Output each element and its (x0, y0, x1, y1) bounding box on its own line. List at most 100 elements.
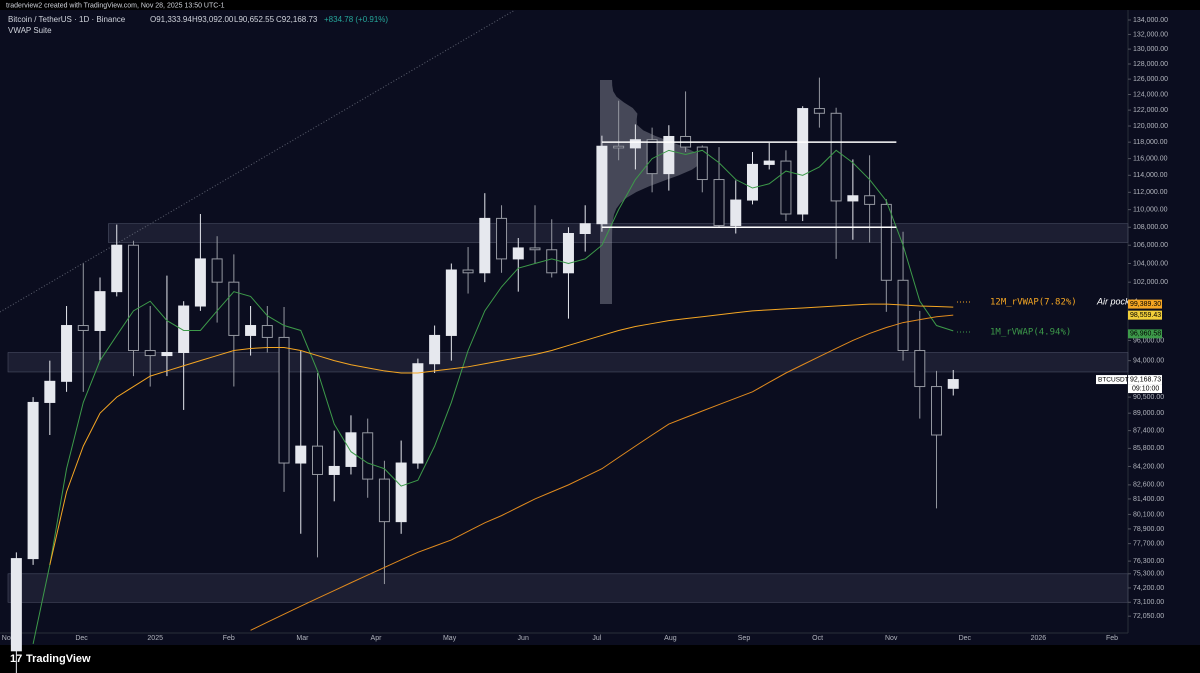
candle-body (161, 352, 173, 357)
x-tick-label: 2025 (147, 635, 163, 642)
candle-body (663, 135, 675, 175)
x-tick-label: Aug (664, 635, 677, 642)
y-tick-label: 85,800.00 (1133, 445, 1164, 452)
top-bar (0, 0, 1200, 10)
price-tag-label: 92,168.73 (1130, 376, 1161, 383)
y-tick-label: 73,100.00 (1133, 599, 1164, 606)
x-tick-label: 2026 (1031, 635, 1047, 642)
candle-body (245, 325, 257, 336)
y-tick-label: 76,300.00 (1133, 558, 1164, 565)
candle-body (295, 445, 307, 464)
candle-body (211, 258, 223, 283)
zone (108, 223, 1129, 243)
symbol: Bitcoin / TetherUS · 1D · Binance (8, 15, 126, 24)
candle-body (579, 223, 591, 235)
candle-body (914, 349, 926, 388)
y-tick-label: 126,000.00 (1133, 76, 1168, 83)
y-tick-label: 84,200.00 (1133, 463, 1164, 470)
candle-body (847, 195, 859, 202)
price-tag-label: 96,960.58 (1130, 331, 1161, 338)
x-tick-label: Nov (2, 635, 15, 642)
candle-body (496, 217, 508, 260)
countdown: 09:10:00 (1132, 385, 1159, 392)
candle-body (261, 325, 273, 338)
y-tick-label: 120,000.00 (1133, 123, 1168, 130)
candle-body (880, 203, 892, 281)
y-tick-label: 96,000.00 (1133, 337, 1164, 344)
ticker-bg (1096, 375, 1127, 385)
vwap-line (250, 314, 954, 631)
indicator: VWAP Suite (8, 26, 52, 35)
zone (7, 573, 1129, 603)
price-tag (1128, 329, 1162, 339)
x-tick-label: May (443, 635, 457, 642)
candle-body (111, 244, 123, 293)
logo: TradingView (26, 653, 91, 665)
trend-line (0, 9, 516, 313)
ohlc-value: +834.78 (+0.91%) (324, 15, 388, 24)
ohlc-value: L90,652.55 (234, 15, 275, 24)
candle-body (730, 199, 742, 226)
candle-body (897, 279, 909, 351)
candle-body (429, 334, 441, 365)
x-tick-label: Jul (592, 635, 601, 642)
candle-body (546, 249, 558, 274)
y-tick-label: 80,100.00 (1133, 511, 1164, 518)
candle-body (830, 112, 842, 202)
candle-body (864, 195, 876, 205)
y-tick-label: 112,000.00 (1133, 189, 1168, 196)
x-tick-label: Feb (223, 635, 235, 642)
y-tick-label: 72,050.00 (1133, 613, 1164, 620)
candle-body (813, 108, 825, 114)
candle-body (61, 325, 73, 382)
y-tick-label: 74,200.00 (1133, 585, 1164, 592)
candle-body (696, 146, 708, 181)
series-label: Air pocket (1096, 296, 1138, 306)
x-tick-label: Sep (738, 635, 751, 642)
y-tick-label: 78,900.00 (1133, 526, 1164, 533)
candle-body (479, 217, 491, 274)
x-tick-label: Dec (75, 635, 88, 642)
candle-body (629, 139, 641, 149)
y-tick-label: 118,000.00 (1133, 139, 1168, 146)
ticker: BTCUSDT (1098, 376, 1129, 383)
x-tick-label: Nov (885, 635, 898, 642)
y-tick-label: 110,000.00 (1133, 206, 1168, 213)
candle-body (94, 291, 106, 331)
candle-body (77, 325, 89, 331)
ohlc-value: H93,092.00 (192, 15, 234, 24)
candle-body (127, 244, 139, 351)
y-tick-label: 122,000.00 (1133, 107, 1168, 114)
candle-body (10, 558, 22, 652)
vwap-line (49, 303, 954, 566)
y-tick-label: 94,000.00 (1133, 358, 1164, 365)
candle-body (328, 465, 340, 475)
y-tick-label: 102,000.00 (1133, 279, 1168, 286)
y-tick-label: 130,000.00 (1133, 46, 1168, 53)
candle-body (596, 145, 608, 225)
y-tick-label: 108,000.00 (1133, 224, 1168, 231)
y-tick-label: 75,300.00 (1133, 571, 1164, 578)
price-tag (1128, 310, 1162, 320)
vwap-line (32, 149, 954, 645)
candle-body (462, 269, 474, 274)
price-tag-label: 99,389.30 (1130, 301, 1161, 308)
candle-body (746, 163, 758, 201)
candle-body (278, 336, 290, 464)
y-tick-label: 134,000.00 (1133, 17, 1168, 24)
y-tick-label: 128,000.00 (1133, 61, 1168, 68)
x-tick-label: Apr (371, 635, 383, 642)
footer-bar (0, 645, 1200, 673)
candle-body (780, 160, 792, 215)
x-tick-label: Jun (518, 635, 529, 642)
candle-body (931, 386, 943, 436)
y-tick-label: 104,000.00 (1133, 260, 1168, 267)
y-tick-label: 87,400.00 (1133, 427, 1164, 434)
candle-body (44, 380, 56, 403)
candle-body (797, 108, 809, 215)
candle-body (763, 160, 775, 165)
candle-body (228, 281, 240, 336)
candle-body (445, 269, 457, 336)
